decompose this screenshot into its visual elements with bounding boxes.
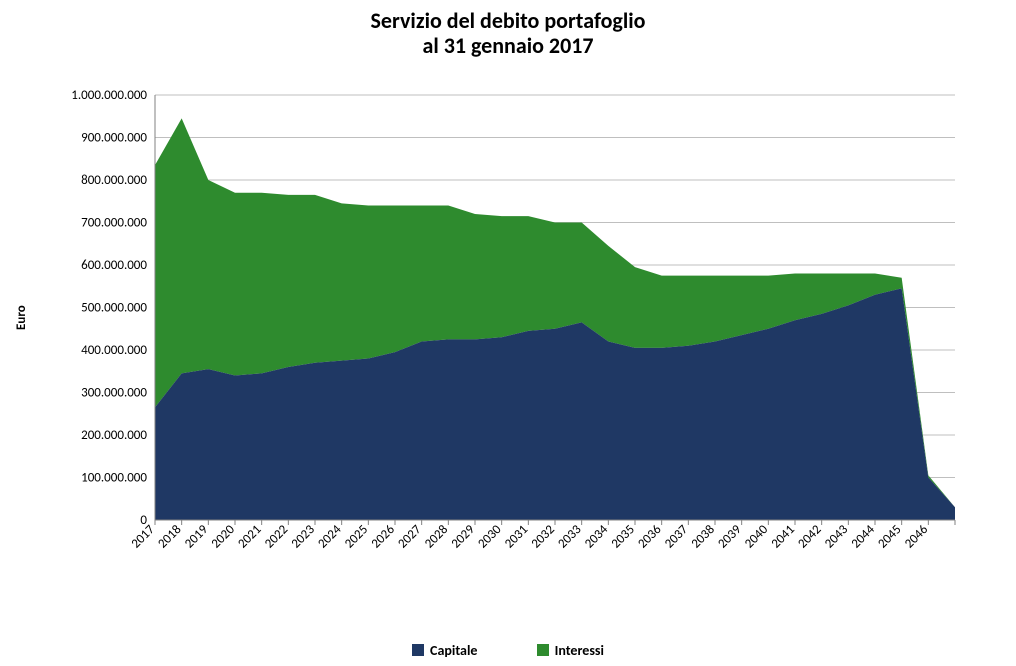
y-tick-label: 500.000.000 bbox=[81, 301, 147, 316]
x-tick-label: 2025 bbox=[342, 522, 371, 551]
x-tick-label: 2023 bbox=[289, 522, 319, 552]
legend-item-capitale: Capitale bbox=[412, 642, 477, 659]
x-tick-label: 2021 bbox=[235, 522, 264, 551]
y-tick-label: 900.000.000 bbox=[81, 131, 147, 146]
y-tick-label: 400.000.000 bbox=[81, 343, 147, 358]
legend-label-interessi: Interessi bbox=[555, 642, 604, 659]
x-tick-label: 2041 bbox=[769, 522, 798, 551]
x-tick-label: 2038 bbox=[689, 522, 719, 552]
legend-swatch-capitale bbox=[412, 644, 424, 656]
plot-area: 0100.000.000200.000.000300.000.000400.00… bbox=[70, 90, 970, 575]
legend-item-interessi: Interessi bbox=[537, 642, 604, 659]
x-tick-label: 2028 bbox=[422, 522, 452, 552]
y-axis-title: Euro bbox=[14, 305, 29, 330]
y-tick-label: 700.000.000 bbox=[81, 216, 147, 231]
y-tick-label: 600.000.000 bbox=[81, 258, 147, 273]
x-tick-label: 2029 bbox=[449, 522, 479, 552]
y-tick-label: 200.000.000 bbox=[81, 428, 147, 443]
x-tick-label: 2022 bbox=[262, 522, 292, 552]
x-tick-label: 2045 bbox=[875, 522, 904, 551]
x-tick-label: 2037 bbox=[662, 522, 692, 552]
x-tick-label: 2043 bbox=[822, 522, 852, 552]
x-tick-label: 2026 bbox=[369, 522, 399, 552]
x-tick-label: 2039 bbox=[715, 522, 745, 552]
x-tick-label: 2020 bbox=[209, 522, 239, 552]
chart-root: Servizio del debito portafoglio al 31 ge… bbox=[0, 0, 1016, 666]
x-tick-label: 2024 bbox=[315, 522, 345, 552]
y-tick-label: 100.000.000 bbox=[81, 471, 147, 486]
y-tick-label: 1.000.000.000 bbox=[71, 90, 147, 103]
y-tick-label: 300.000.000 bbox=[81, 386, 147, 401]
x-tick-label: 2040 bbox=[742, 522, 772, 552]
legend: Capitale Interessi bbox=[0, 642, 1016, 661]
x-tick-label: 2036 bbox=[635, 522, 665, 552]
x-tick-label: 2017 bbox=[129, 522, 159, 552]
x-tick-label: 2035 bbox=[609, 522, 638, 551]
chart-title-line1: Servizio del debito portafoglio bbox=[0, 8, 1016, 33]
chart-title: Servizio del debito portafoglio al 31 ge… bbox=[0, 0, 1016, 59]
y-tick-label: 800.000.000 bbox=[81, 173, 147, 188]
legend-label-capitale: Capitale bbox=[430, 642, 477, 659]
x-tick-label: 2018 bbox=[155, 522, 185, 552]
x-tick-label: 2019 bbox=[182, 522, 212, 552]
x-tick-label: 2042 bbox=[795, 522, 825, 552]
x-tick-label: 2044 bbox=[849, 522, 879, 552]
x-tick-label: 2034 bbox=[582, 522, 612, 552]
x-tick-label: 2046 bbox=[902, 522, 932, 552]
x-tick-label: 2033 bbox=[555, 522, 585, 552]
x-tick-label: 2032 bbox=[529, 522, 559, 552]
x-tick-label: 2027 bbox=[395, 522, 425, 552]
legend-swatch-interessi bbox=[537, 644, 549, 656]
chart-title-line2: al 31 gennaio 2017 bbox=[0, 33, 1016, 58]
x-tick-label: 2031 bbox=[502, 522, 531, 551]
plot-svg: 0100.000.000200.000.000300.000.000400.00… bbox=[70, 90, 970, 575]
x-tick-label: 2030 bbox=[475, 522, 505, 552]
